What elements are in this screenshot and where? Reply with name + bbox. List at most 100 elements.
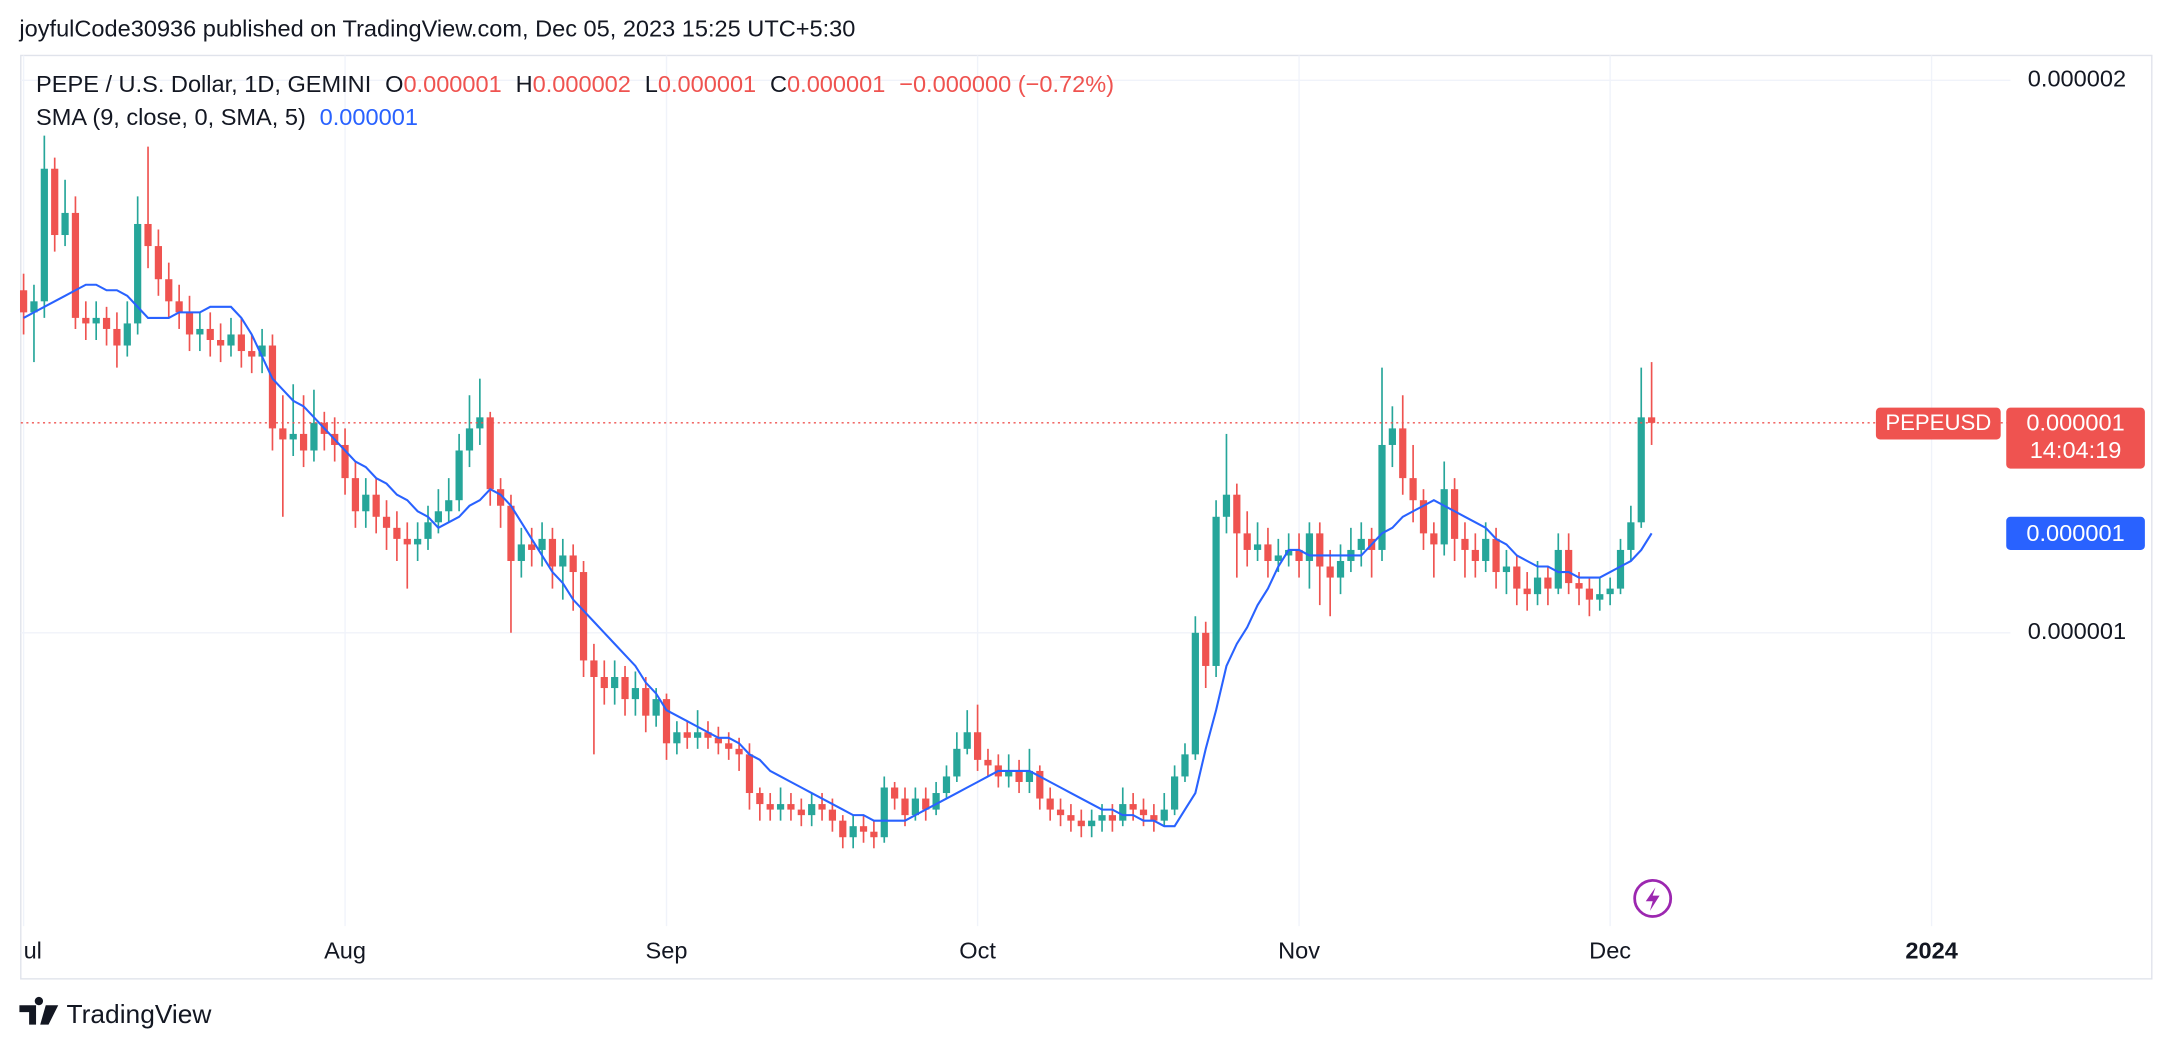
change: −0.000000 (−0.72%) bbox=[899, 71, 1114, 97]
candle-body bbox=[1616, 549, 1625, 589]
candle-body bbox=[414, 538, 422, 545]
candle-body bbox=[455, 450, 463, 501]
candle-body bbox=[476, 417, 484, 429]
candle-body bbox=[403, 538, 411, 545]
candle-body bbox=[1648, 417, 1656, 423]
x-tick-label: 2024 bbox=[1905, 938, 1957, 964]
candle-body bbox=[424, 522, 432, 539]
candle-body bbox=[1150, 815, 1158, 821]
candle-body bbox=[631, 688, 640, 700]
candle-body bbox=[766, 804, 774, 810]
candle-body bbox=[268, 345, 277, 429]
candle-body bbox=[113, 328, 121, 346]
candle-body bbox=[351, 478, 360, 512]
sma-badge-text: 0.000001 bbox=[2026, 520, 2124, 546]
candle-body bbox=[92, 317, 100, 324]
candle-body bbox=[932, 793, 940, 810]
candle-body bbox=[901, 798, 909, 816]
candle-body bbox=[984, 759, 992, 766]
h-label: H bbox=[516, 71, 533, 97]
candle-body bbox=[942, 776, 951, 794]
candle-body bbox=[382, 516, 391, 528]
candle-body bbox=[1513, 566, 1521, 589]
candle-body bbox=[818, 804, 826, 810]
candle-body bbox=[299, 433, 308, 451]
candle-body bbox=[953, 748, 961, 777]
candle-body bbox=[102, 317, 111, 329]
candle-body bbox=[496, 489, 505, 506]
candle-body bbox=[1388, 428, 1396, 445]
candle-body bbox=[175, 301, 183, 313]
candle-body bbox=[144, 223, 152, 247]
event-icon[interactable] bbox=[1633, 879, 1673, 918]
candles bbox=[19, 135, 1656, 849]
x-tick-label: Nov bbox=[1278, 938, 1320, 964]
symbol-badge bbox=[1875, 407, 2001, 440]
candle-body bbox=[1025, 770, 1034, 782]
candle-body bbox=[507, 505, 515, 561]
candle-body bbox=[538, 538, 546, 550]
candle-body bbox=[1305, 533, 1314, 561]
open: 0.000001 bbox=[403, 71, 501, 97]
candle-body bbox=[621, 677, 629, 700]
candle-body bbox=[123, 323, 131, 346]
candle-body bbox=[465, 428, 474, 451]
symbol-title: PEPE / U.S. Dollar, 1D, GEMINI O0.000001 H… bbox=[36, 71, 1114, 97]
candle-body bbox=[828, 809, 837, 821]
candle-body bbox=[1316, 533, 1324, 567]
candle-body bbox=[1461, 538, 1469, 550]
legend: PEPE / U.S. Dollar, 1D, GEMINI O0.000001 H… bbox=[36, 71, 1114, 130]
candle-body bbox=[82, 317, 90, 324]
candle-body bbox=[590, 660, 598, 678]
candle-body bbox=[1067, 815, 1075, 821]
y-tick-label: 0.000001 bbox=[2028, 618, 2126, 644]
candle-body bbox=[1046, 798, 1054, 810]
tv-logo bbox=[19, 996, 59, 1025]
candle-body bbox=[1471, 549, 1479, 561]
candle-body bbox=[891, 787, 899, 799]
high: 0.000002 bbox=[533, 71, 631, 97]
indicator: SMA (9, close, 0, SMA, 5) 0.000001 bbox=[36, 104, 418, 130]
candle-body bbox=[642, 688, 650, 716]
candle-body bbox=[1233, 494, 1241, 534]
candle-body bbox=[548, 538, 557, 567]
candle-body bbox=[227, 334, 235, 346]
candle-body bbox=[1098, 815, 1106, 821]
candle-body bbox=[372, 494, 380, 517]
x-tick-label: Sep bbox=[646, 938, 688, 964]
candle-body bbox=[1554, 549, 1562, 589]
chart-frame bbox=[20, 54, 2153, 980]
grid: 0.000002 0.000001 ul Aug Sep Oct Nov Dec 2024 bbox=[20, 55, 2126, 964]
candle-body bbox=[248, 351, 256, 357]
price-badge-text: 0.000001 bbox=[2026, 409, 2124, 435]
footer: TradingView bbox=[19, 996, 212, 1029]
candle-body bbox=[1482, 538, 1490, 561]
candle-body bbox=[652, 699, 660, 716]
candle-body bbox=[559, 555, 567, 567]
candle-body bbox=[1036, 770, 1044, 799]
low: 0.000001 bbox=[658, 71, 756, 97]
candle-body bbox=[1627, 522, 1635, 550]
candle-body bbox=[1450, 489, 1459, 539]
candle-body bbox=[787, 804, 795, 810]
event-bolt[interactable] bbox=[1645, 887, 1660, 911]
candle-body bbox=[185, 312, 194, 335]
candle-body bbox=[611, 677, 619, 689]
candle-body bbox=[528, 544, 536, 550]
candle-body bbox=[1523, 588, 1531, 595]
x-tick-label: Dec bbox=[1589, 938, 1631, 964]
candle-body bbox=[1533, 577, 1542, 595]
candle-body bbox=[40, 168, 48, 302]
candle-body bbox=[486, 417, 494, 490]
sma-line bbox=[23, 283, 1653, 828]
candle-body bbox=[196, 328, 204, 335]
indicator-value: 0.000001 bbox=[320, 104, 418, 130]
candle-body bbox=[1492, 538, 1500, 573]
candle-body bbox=[445, 500, 453, 512]
candle-body bbox=[745, 754, 754, 794]
candle-body bbox=[217, 339, 225, 346]
candle-body bbox=[600, 677, 608, 689]
